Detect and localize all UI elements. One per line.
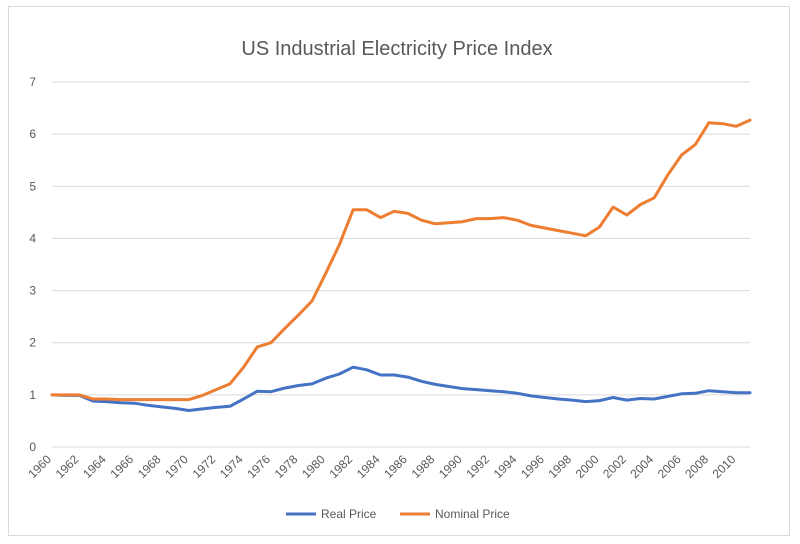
y-axis-ticks: 0 1 2 3 4 5 6 7 xyxy=(29,75,36,454)
y-tick-label: 7 xyxy=(29,75,36,89)
x-tick-label: 1984 xyxy=(354,452,383,481)
y-tick-label: 1 xyxy=(29,388,36,402)
x-tick-label: 1996 xyxy=(518,452,547,481)
x-tick-label: 2004 xyxy=(628,452,657,481)
y-tick-label: 2 xyxy=(29,336,36,350)
x-tick-label: 2002 xyxy=(600,452,629,481)
x-tick-label: 1976 xyxy=(244,452,273,481)
x-axis-ticks: 1960196219641966196819701972197419761978… xyxy=(25,452,738,481)
x-tick-label: 1990 xyxy=(436,452,465,481)
x-tick-label: 1972 xyxy=(190,452,219,481)
x-tick-label: 1960 xyxy=(25,452,54,481)
x-tick-label: 2006 xyxy=(655,452,684,481)
x-tick-label: 2008 xyxy=(682,452,711,481)
x-tick-label: 2010 xyxy=(710,452,739,481)
x-tick-label: 1998 xyxy=(545,452,574,481)
chart-frame xyxy=(8,6,790,536)
chart-title: US Industrial Electricity Price Index xyxy=(241,38,552,60)
x-tick-label: 1986 xyxy=(381,452,410,481)
x-tick-label: 1974 xyxy=(217,452,246,481)
y-tick-label: 4 xyxy=(29,231,36,245)
legend-label: Real Price xyxy=(321,507,377,521)
x-tick-label: 1980 xyxy=(299,452,328,481)
x-tick-label: 1982 xyxy=(326,452,355,481)
x-tick-label: 1988 xyxy=(409,452,438,481)
x-tick-label: 1962 xyxy=(53,452,82,481)
series-line-nominal-price xyxy=(50,118,752,402)
legend: Real Price Nominal Price xyxy=(286,507,510,521)
x-tick-label: 1968 xyxy=(135,452,164,481)
y-tick-label: 3 xyxy=(29,284,36,298)
x-tick-label: 1992 xyxy=(463,452,492,481)
x-tick-label: 1964 xyxy=(80,452,109,481)
y-tick-label: 0 xyxy=(29,440,36,454)
x-tick-label: 1994 xyxy=(491,452,520,481)
x-tick-label: 1966 xyxy=(107,452,136,481)
y-tick-label: 6 xyxy=(29,127,36,141)
x-tick-label: 1970 xyxy=(162,452,191,481)
series-lines xyxy=(50,118,752,412)
grid-lines xyxy=(52,81,750,448)
series-line-real-price xyxy=(50,365,752,412)
legend-label: Nominal Price xyxy=(435,507,510,521)
y-tick-label: 5 xyxy=(29,179,36,193)
x-tick-label: 2000 xyxy=(573,452,602,481)
x-tick-label: 1978 xyxy=(272,452,301,481)
